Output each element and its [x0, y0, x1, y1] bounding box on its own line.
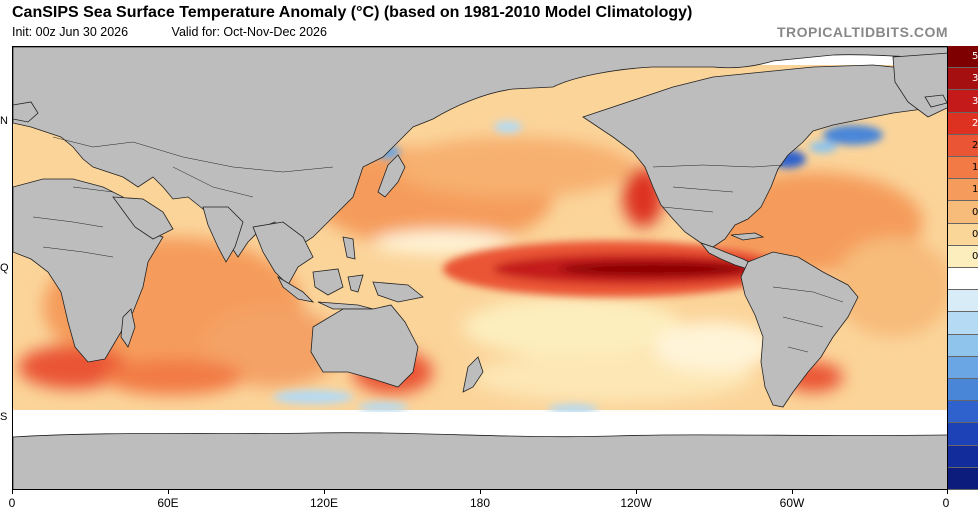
longitude-tick — [168, 490, 169, 494]
colorbar-label: 3 — [972, 73, 978, 85]
colorbar-swatch — [948, 179, 978, 202]
equatorial-warm-tongue — [443, 241, 783, 297]
longitude-tick — [324, 490, 325, 494]
latitude-label: N — [0, 115, 8, 127]
colorbar-label: 1 — [972, 184, 978, 196]
colorbar-swatch — [948, 290, 978, 313]
land-masses — [13, 47, 947, 489]
colorbar-swatch — [948, 245, 978, 268]
colorbar-label: 5 — [972, 51, 978, 63]
eurasia — [13, 47, 947, 258]
colorbar-swatch — [948, 334, 978, 357]
colorbar-swatch — [948, 467, 978, 490]
longitude-label: 0 — [942, 496, 950, 510]
longitude-label: 180 — [469, 496, 491, 510]
europe-west — [13, 101, 39, 123]
longitude-label: 120W — [620, 496, 652, 510]
init-time: Init: 00z Jun 30 2026 — [12, 25, 129, 39]
borneo — [312, 268, 344, 296]
sst-anomaly-map — [12, 46, 948, 490]
japan — [377, 154, 406, 198]
colorbar: 5 3 3 2 2 1 1 0 0 0 — [948, 46, 978, 490]
valid-period: Valid for: Oct-Nov-Dec 2026 — [171, 25, 327, 39]
colorbar-swatch — [948, 445, 978, 468]
north-america — [582, 64, 947, 248]
philippines — [342, 236, 356, 260]
country-borders — [32, 136, 844, 353]
colorbar-swatch — [948, 68, 978, 91]
colorbar-swatch — [948, 223, 978, 246]
colorbar-label: 0 — [972, 228, 978, 240]
india — [202, 206, 244, 263]
colorbar-swatch — [948, 356, 978, 379]
colorbar-swatch — [948, 134, 978, 157]
colorbar-swatch — [948, 268, 978, 291]
longitude-label: 0 — [8, 496, 16, 510]
colorbar-swatch — [948, 379, 978, 402]
sulawesi — [347, 274, 364, 293]
longitude-label: 120E — [309, 496, 339, 510]
new-zealand — [462, 356, 484, 393]
longitude-tick — [636, 490, 637, 494]
australia — [310, 304, 419, 388]
south-america — [740, 251, 859, 408]
cuba — [730, 232, 765, 241]
latitude-label: Q — [0, 262, 9, 274]
new-guinea — [372, 281, 424, 303]
colorbar-label: 3 — [972, 95, 978, 107]
longitude-label: 60W — [779, 496, 805, 510]
colorbar-label: 2 — [972, 139, 978, 151]
colorbar-label: 0 — [972, 206, 978, 218]
colorbar-swatch — [948, 201, 978, 224]
chart-subtitle: Init: 00z Jun 30 2026 Valid for: Oct-Nov… — [12, 25, 327, 39]
longitude-tick — [12, 490, 13, 494]
colorbar-swatch — [948, 401, 978, 424]
site-credit: TROPICALTIDBITS.COM — [776, 24, 948, 40]
madagascar — [120, 308, 136, 348]
sumatra — [277, 275, 315, 303]
longitude-tick — [947, 490, 948, 494]
indochina — [252, 221, 314, 286]
colorbar-swatch — [948, 157, 978, 180]
colorbar-swatch — [948, 46, 978, 69]
colorbar-swatch — [948, 90, 978, 113]
longitude-label: 60E — [157, 496, 179, 510]
longitude-tick — [480, 490, 481, 494]
colorbar-swatch — [948, 312, 978, 335]
colorbar-label: 1 — [972, 162, 978, 174]
iceland — [924, 94, 947, 108]
arabia — [112, 196, 174, 240]
longitude-tick — [792, 490, 793, 494]
colorbar-label: 0 — [972, 250, 978, 262]
latitude-label: S — [0, 411, 8, 423]
colorbar-swatch — [948, 423, 978, 446]
map-canvas — [13, 47, 947, 489]
antarctica — [13, 432, 947, 489]
colorbar-label: 2 — [972, 117, 978, 129]
chart-title: CanSIPS Sea Surface Temperature Anomaly … — [12, 4, 693, 21]
colorbar-swatch — [948, 112, 978, 135]
